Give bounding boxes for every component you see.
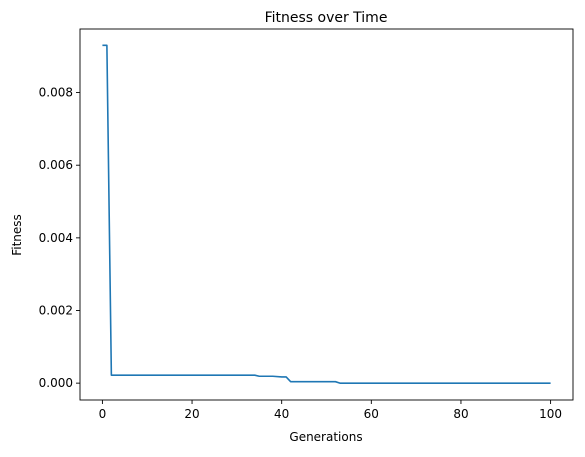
- x-tick-label: 0: [99, 407, 107, 421]
- x-tick-label: 20: [184, 407, 199, 421]
- x-tick-label: 100: [539, 407, 562, 421]
- y-axis-label: Fitness: [10, 214, 24, 256]
- x-tick-label: 60: [364, 407, 379, 421]
- y-tick-label: 0.004: [39, 231, 73, 245]
- x-tick-label: 40: [274, 407, 289, 421]
- plot-area: [79, 28, 574, 401]
- plot-frame: [79, 28, 574, 401]
- y-tick-label: 0.006: [39, 158, 73, 172]
- x-axis-label: Generations: [289, 430, 362, 444]
- y-tick-label: 0.008: [39, 86, 73, 100]
- y-tick-label: 0.002: [39, 304, 73, 318]
- x-axis: 0 20 40 60 80 100: [99, 400, 562, 421]
- y-tick-label: 0.000: [39, 376, 73, 390]
- y-axis: 0.000 0.002 0.004 0.006 0.008: [39, 86, 80, 390]
- chart-title: Fitness over Time: [265, 10, 388, 26]
- x-tick-label: 80: [453, 407, 468, 421]
- series-line-0: [102, 44, 551, 384]
